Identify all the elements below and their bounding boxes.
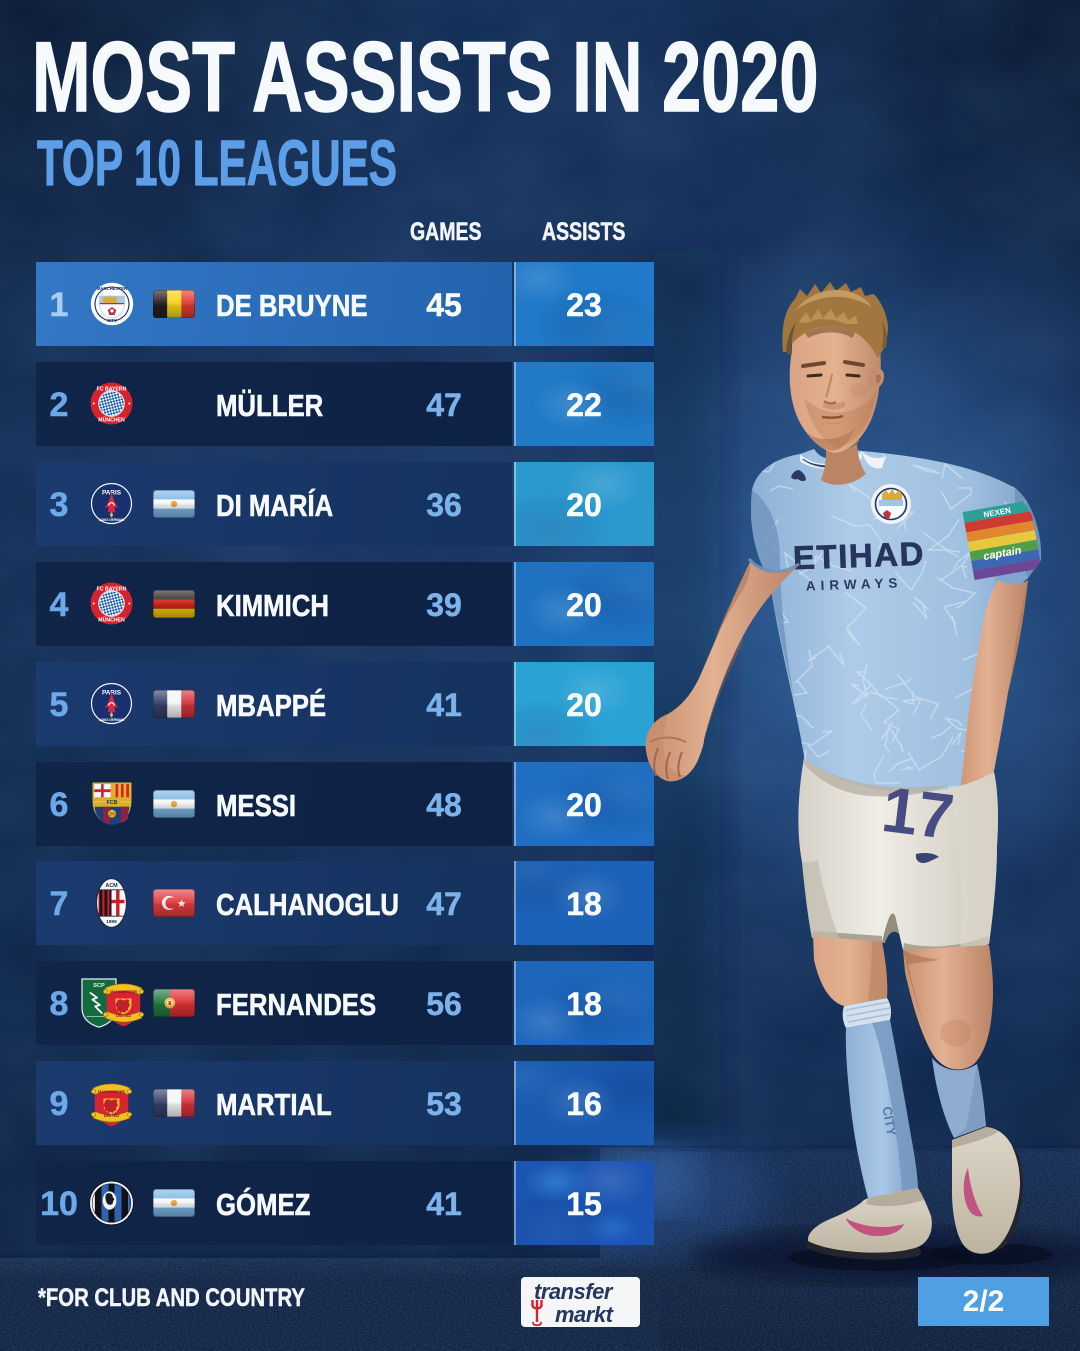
svg-text:MANCHESTER: MANCHESTER [98,1090,125,1094]
svg-text:SAINT-GERMAIN: SAINT-GERMAIN [99,518,125,522]
svg-text:SCP: SCP [93,983,105,989]
svg-text:AIRWAYS: AIRWAYS [806,575,903,593]
svg-text:UNITED: UNITED [104,1113,120,1118]
svg-text:17: 17 [878,773,957,853]
svg-text:CITY: CITY [107,318,117,323]
svg-text:1899: 1899 [106,920,117,926]
svg-text:FC BAYERN: FC BAYERN [97,587,127,593]
svg-text:UNITED: UNITED [115,1013,131,1018]
svg-text:FC BAYERN: FC BAYERN [97,387,127,393]
svg-text:SAINT-GERMAIN: SAINT-GERMAIN [99,718,125,722]
svg-text:MÜNCHEN: MÜNCHEN [98,617,125,624]
svg-text:ACM: ACM [105,883,118,889]
svg-text:MANCHESTER: MANCHESTER [96,286,127,291]
svg-text:MANCHESTER: MANCHESTER [110,990,137,994]
svg-text:FCB: FCB [106,800,117,806]
svg-text:ETIHAD: ETIHAD [792,535,925,577]
svg-text:CITY: CITY [879,1105,899,1137]
svg-text:MÜNCHEN: MÜNCHEN [98,417,125,424]
